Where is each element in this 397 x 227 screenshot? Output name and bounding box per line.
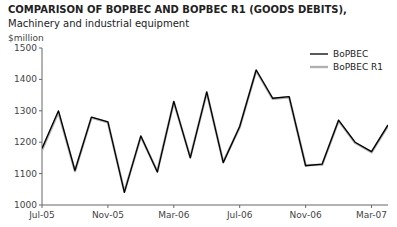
- x-axis: [42, 205, 388, 206]
- x-tick-label: Nov-05: [92, 210, 124, 220]
- plot-area: [42, 70, 388, 192]
- y-axis: [42, 48, 43, 205]
- y-tick-label: 1000: [14, 200, 37, 210]
- legend: BoPBEC BoPBEC R1: [310, 49, 383, 72]
- y-tick-label: 1300: [14, 106, 37, 116]
- series-line: [42, 71, 388, 192]
- x-tick-label: Jul-06: [226, 210, 253, 220]
- y-tick-label: 1100: [14, 169, 37, 179]
- series-line: [42, 70, 388, 192]
- y-axis-label: $million: [8, 33, 44, 43]
- subtitle: Machinery and industrial equipment: [8, 18, 189, 29]
- legend-swatch: [310, 53, 328, 54]
- x-tick-label: Mar-07: [356, 210, 387, 220]
- y-tick-label: 1200: [14, 137, 37, 147]
- x-tick-label: Jul-05: [28, 210, 55, 220]
- x-tick-label: Nov-06: [290, 210, 322, 220]
- y-tick-label: 1400: [14, 74, 37, 84]
- chart: COMPARISON OF BOPBEC AND BOPBEC R1 (GOOD…: [0, 0, 397, 227]
- x-tick-label: Mar-06: [158, 210, 189, 220]
- legend-swatch: [310, 66, 328, 68]
- legend-label: BoPBEC R1: [333, 62, 383, 72]
- title: COMPARISON OF BOPBEC AND BOPBEC R1 (GOOD…: [8, 4, 347, 15]
- y-tick-label: 1500: [14, 43, 37, 53]
- legend-label: BoPBEC: [333, 49, 368, 59]
